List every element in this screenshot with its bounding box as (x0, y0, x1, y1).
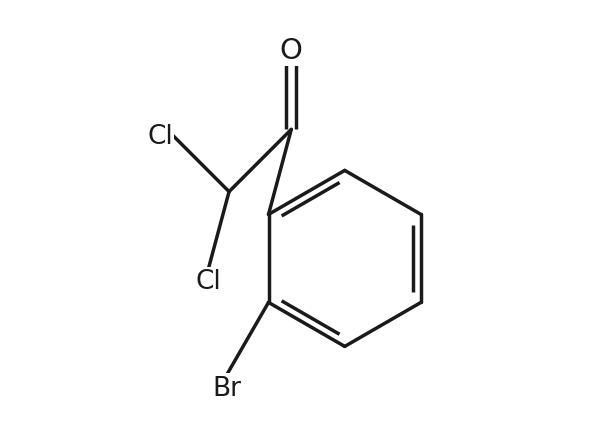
Text: Br: Br (212, 375, 241, 401)
Text: Cl: Cl (147, 123, 173, 149)
Text: O: O (280, 37, 303, 65)
Text: Cl: Cl (195, 268, 222, 294)
